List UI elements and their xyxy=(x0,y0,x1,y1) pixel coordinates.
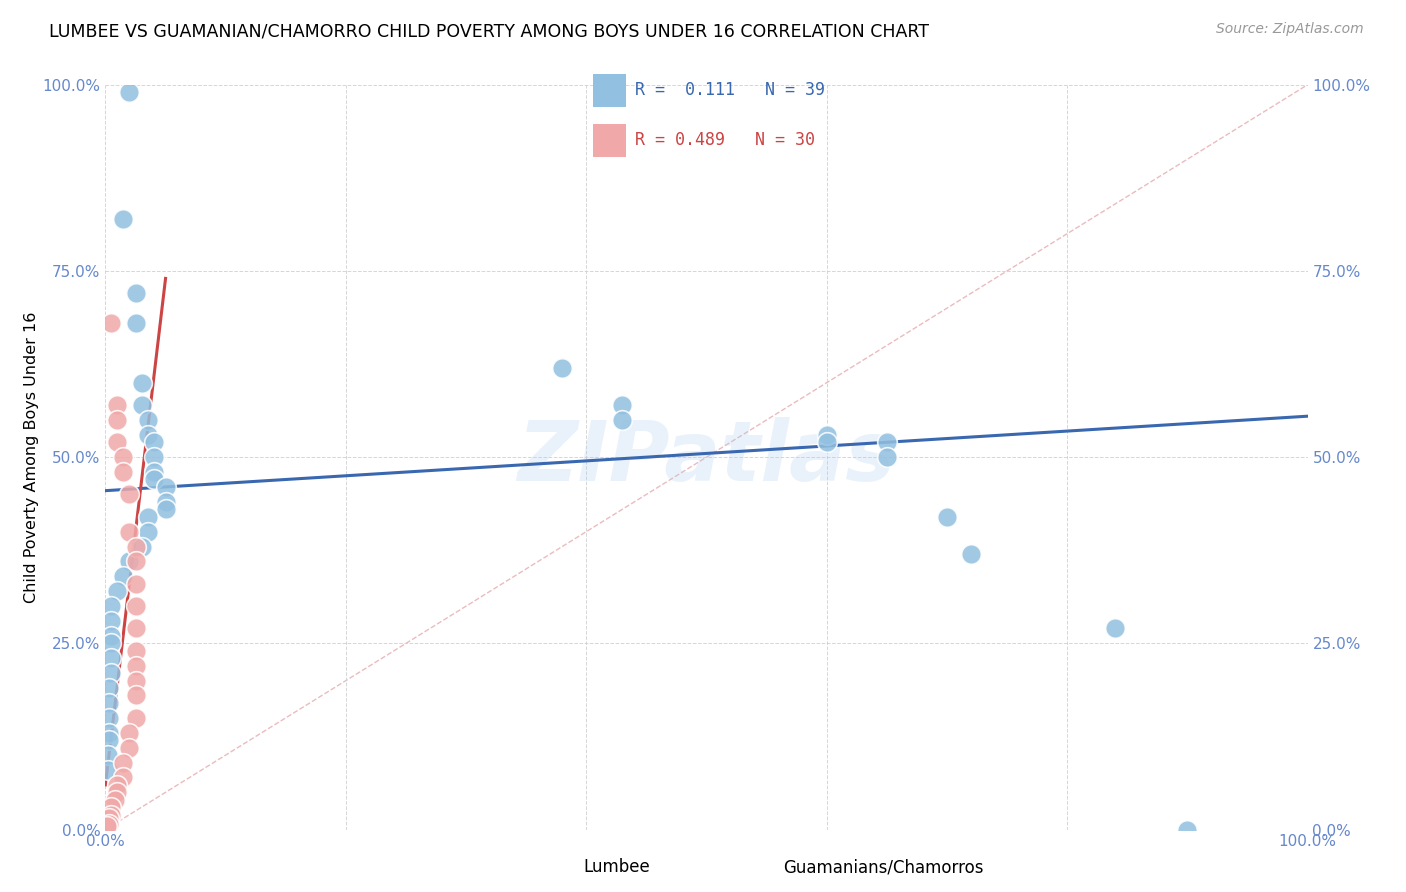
Point xyxy=(612,413,634,427)
Point xyxy=(155,480,177,494)
Point xyxy=(100,614,122,628)
Point xyxy=(98,725,121,739)
Point xyxy=(112,450,135,464)
Point xyxy=(107,778,129,792)
Text: R =  0.111   N = 39: R = 0.111 N = 39 xyxy=(636,81,825,99)
Point xyxy=(118,740,141,755)
Point xyxy=(98,696,121,710)
Point xyxy=(100,807,122,822)
Point xyxy=(876,450,898,464)
Point xyxy=(98,733,121,747)
Point xyxy=(100,629,122,643)
Y-axis label: Child Poverty Among Boys Under 16: Child Poverty Among Boys Under 16 xyxy=(24,311,39,603)
Point xyxy=(100,316,122,330)
Point xyxy=(124,554,146,568)
Point xyxy=(876,435,898,450)
Point xyxy=(136,427,159,442)
Point xyxy=(107,785,129,799)
Point xyxy=(96,819,118,833)
Point xyxy=(136,413,159,427)
Point xyxy=(131,540,153,554)
Point xyxy=(98,816,121,830)
Point xyxy=(131,376,153,390)
Point xyxy=(98,681,121,695)
Point xyxy=(124,644,146,658)
Point xyxy=(112,756,135,770)
Point xyxy=(155,502,177,516)
Point xyxy=(100,666,122,681)
Point xyxy=(97,747,120,762)
Point xyxy=(112,771,135,785)
Point xyxy=(100,651,122,665)
Point xyxy=(155,495,177,509)
Point xyxy=(107,398,129,412)
Point xyxy=(124,689,146,703)
Point xyxy=(124,673,146,688)
Point xyxy=(107,584,129,599)
Point xyxy=(124,622,146,636)
Point xyxy=(118,554,141,568)
Text: Source: ZipAtlas.com: Source: ZipAtlas.com xyxy=(1216,22,1364,37)
Point xyxy=(107,435,129,450)
Text: R = 0.489   N = 30: R = 0.489 N = 30 xyxy=(636,131,815,149)
Point xyxy=(124,599,146,614)
Point xyxy=(112,465,135,479)
Point xyxy=(98,811,121,825)
Point xyxy=(107,413,129,427)
Point xyxy=(100,599,122,614)
Point xyxy=(104,793,127,807)
Point xyxy=(118,85,141,99)
Point xyxy=(124,576,146,591)
Point xyxy=(124,540,146,554)
Point xyxy=(118,725,141,739)
Point xyxy=(100,636,122,650)
Point xyxy=(612,398,634,412)
Point xyxy=(124,711,146,725)
Point xyxy=(142,435,165,450)
Text: ZIPatlas: ZIPatlas xyxy=(517,417,896,498)
Point xyxy=(142,473,165,487)
Text: Lumbee: Lumbee xyxy=(583,858,650,876)
Point xyxy=(960,547,983,561)
Point xyxy=(97,763,120,777)
Point xyxy=(142,465,165,479)
Point xyxy=(136,524,159,539)
Point xyxy=(112,211,135,226)
Text: Guamanians/Chamorros: Guamanians/Chamorros xyxy=(783,858,984,876)
Point xyxy=(118,487,141,501)
Point xyxy=(136,509,159,524)
Point xyxy=(112,569,135,583)
Point xyxy=(1177,822,1199,837)
Point xyxy=(936,509,959,524)
Point xyxy=(815,435,838,450)
Point xyxy=(142,450,165,464)
Point xyxy=(98,711,121,725)
FancyBboxPatch shape xyxy=(592,74,626,106)
Point xyxy=(815,427,838,442)
Point xyxy=(1104,622,1126,636)
Point xyxy=(131,398,153,412)
Point xyxy=(118,524,141,539)
Point xyxy=(551,360,574,375)
FancyBboxPatch shape xyxy=(592,124,626,157)
Point xyxy=(124,316,146,330)
Point xyxy=(100,800,122,814)
Point xyxy=(124,286,146,301)
Text: LUMBEE VS GUAMANIAN/CHAMORRO CHILD POVERTY AMONG BOYS UNDER 16 CORRELATION CHART: LUMBEE VS GUAMANIAN/CHAMORRO CHILD POVER… xyxy=(49,22,929,40)
Point xyxy=(124,658,146,673)
